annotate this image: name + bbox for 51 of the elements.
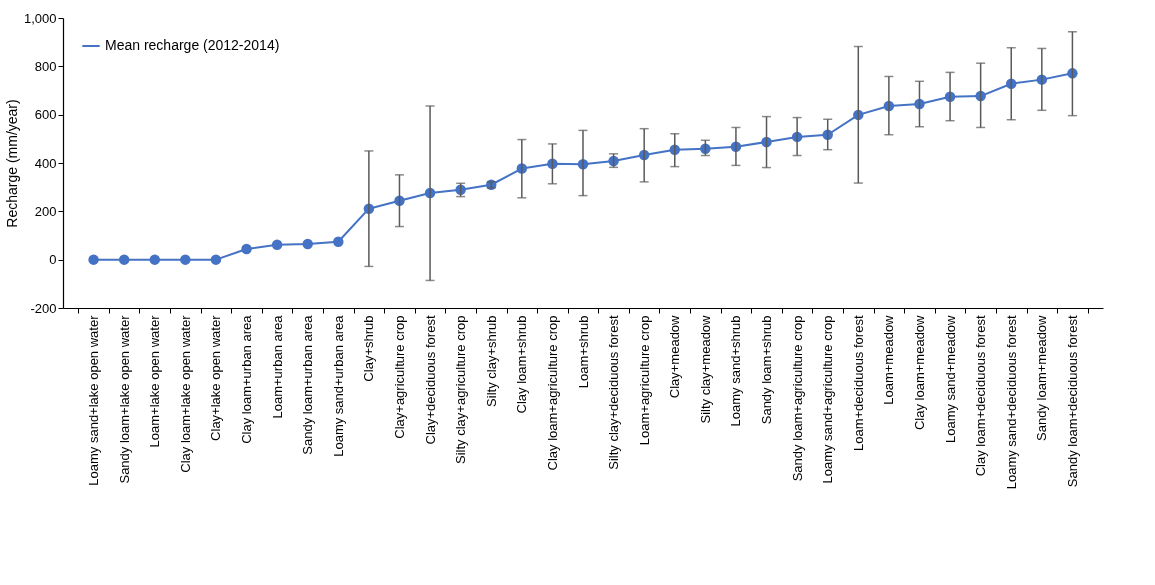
x-tick-label: Loamy sand+meadow xyxy=(942,314,958,444)
y-tick-label: 1,000 xyxy=(23,10,57,26)
x-tick-label: Silty clay+shrub xyxy=(483,315,499,407)
point xyxy=(271,239,283,250)
x-tick-label: Loam+urban area xyxy=(269,314,285,419)
x-tick-label: Loamy sand+urban area xyxy=(330,314,346,457)
point xyxy=(118,254,130,265)
x-tick-label: Loam+shrub xyxy=(575,315,591,389)
x-tick-label: Sandy loam+meadow xyxy=(1034,314,1050,441)
x-tick-label: Clay loam+deciduous forest xyxy=(973,315,989,477)
x-tick-label: Sandy loam+lake open water xyxy=(116,314,132,484)
x-tick-label: Clay loam+meadow xyxy=(911,314,927,431)
x-tick-label: Sandy loam+urban area xyxy=(300,314,316,455)
x-tick-label: Clay+deciduous forest xyxy=(422,315,438,445)
x-tick-label: Loam+agriculture crop xyxy=(636,315,652,446)
x-tick-label: Silty clay+deciduous forest xyxy=(606,315,622,470)
x-tick-label: Clay+lake open water xyxy=(208,314,224,441)
x-tick-label: Loamy sand+deciduous forest xyxy=(1003,315,1019,490)
x-tick-label: Sandy loam+deciduous forest xyxy=(1064,315,1080,488)
x-tick-label: Clay loam+lake open water xyxy=(177,314,193,473)
point xyxy=(88,254,99,265)
x-tick-label: Clay+shrub xyxy=(361,315,377,382)
x-tick-label: Sandy loam+shrub xyxy=(759,315,775,425)
point xyxy=(149,254,161,265)
x-tick-label: Clay loam+agriculture crop xyxy=(544,315,560,471)
x-tick-label: Silty clay+meadow xyxy=(697,314,713,424)
y-tick-label: 400 xyxy=(34,155,57,171)
x-tick-label: Loamy sand+agriculture crop xyxy=(820,315,836,484)
point xyxy=(302,238,313,250)
x-tick-label: Loamy sand+lake open water xyxy=(86,314,102,486)
x-tick-label: Loam+deciduous forest xyxy=(850,315,866,452)
x-tick-label: Clay+agriculture crop xyxy=(391,315,407,439)
y-tick-label: 0 xyxy=(49,252,57,268)
x-tick-label: Loam+lake open water xyxy=(147,314,163,448)
x-tick-label: Silty clay+agriculture crop xyxy=(453,315,469,464)
point xyxy=(241,243,252,255)
x-tick-label: Loamy sand+shrub xyxy=(728,315,744,427)
x-tick-label: Loam+meadow xyxy=(881,314,897,405)
point xyxy=(180,254,191,265)
y-tick-label: 600 xyxy=(34,107,57,123)
x-tick-label: Clay loam+shrub xyxy=(514,315,530,414)
point xyxy=(210,254,222,265)
y-axis-title: Recharge (mm/year) xyxy=(3,99,20,228)
y-tick-label: 800 xyxy=(34,58,57,74)
y-tick-label: -200 xyxy=(30,300,57,316)
legend-label: Mean recharge (2012-2014) xyxy=(105,37,280,53)
y-tick-label: 200 xyxy=(34,203,57,219)
x-tick-label: Sandy loam+agriculture crop xyxy=(789,315,805,482)
x-tick-label: Clay+meadow xyxy=(667,314,683,399)
point xyxy=(333,236,344,248)
x-tick-label: Clay loam+urban area xyxy=(239,314,255,444)
